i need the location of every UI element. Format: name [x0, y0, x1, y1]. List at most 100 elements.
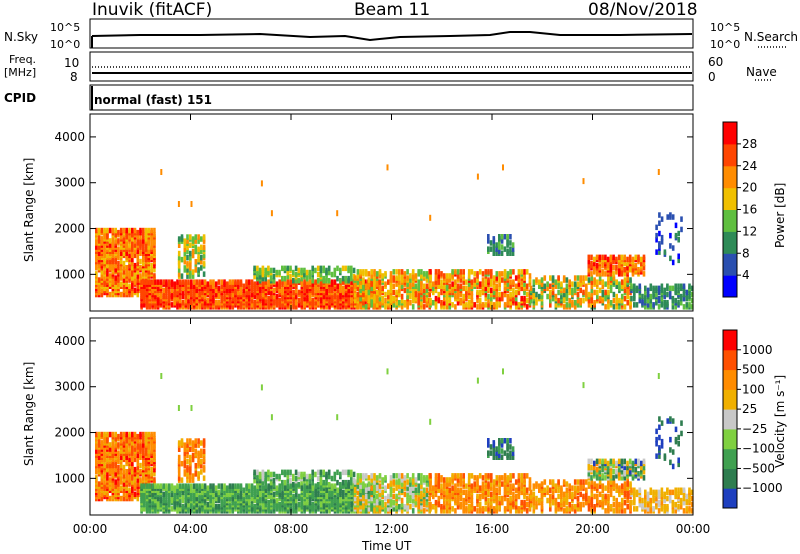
echo-cell: [604, 304, 607, 310]
echo-cell: [239, 285, 243, 292]
echo-cell: [409, 273, 412, 279]
echo-cell: [111, 256, 115, 263]
echo-cell: [200, 469, 203, 475]
echo-cell: [200, 236, 203, 242]
echo-cell: [373, 506, 376, 512]
echo-cell: [623, 287, 627, 294]
echo-cell: [294, 271, 298, 278]
echo-cell: [186, 477, 189, 483]
echo-cell: [478, 297, 482, 304]
echo-cell: [150, 466, 153, 473]
freq-label-line1: Freq.: [9, 53, 37, 66]
echo-cell: [189, 250, 192, 257]
echo-cell: [356, 285, 360, 292]
echo-cell: [183, 446, 187, 452]
echo-cell: [367, 481, 371, 487]
echo-cell: [476, 289, 479, 296]
echo-cell: [191, 269, 195, 275]
echo-cell: [97, 431, 101, 438]
echo-cell: [341, 265, 345, 272]
echo-cell: [139, 462, 142, 469]
echo-cell: [674, 232, 678, 239]
echo-cell: [275, 485, 279, 491]
echo-cell: [615, 279, 618, 285]
echo-cell: [142, 448, 145, 454]
echo-cell: [432, 300, 435, 306]
echo-cell: [630, 295, 633, 302]
echo-cell: [97, 481, 101, 487]
echo-cell: [200, 448, 203, 455]
echo-cell: [117, 450, 120, 456]
echo-cell: [649, 293, 653, 300]
echo-cell: [387, 279, 390, 285]
echo-cell: [503, 269, 507, 275]
echo-cell: [618, 281, 621, 287]
echo-cell: [490, 295, 493, 302]
echo-cell: [585, 283, 588, 289]
echo-cell: [133, 252, 137, 259]
echo-cell: [197, 442, 200, 448]
echo-cell: [325, 283, 328, 289]
echo-cell: [189, 234, 192, 240]
echo-cell: [554, 302, 558, 308]
echo-cell: [289, 279, 293, 285]
echo-cell: [173, 485, 176, 491]
echo-cell: [660, 300, 664, 306]
echo-cell: [150, 227, 153, 234]
echo-cell: [356, 273, 360, 279]
echo-cell: [306, 279, 309, 285]
echo-cell: [498, 234, 501, 240]
echo-cell: [655, 291, 658, 298]
echo-cell: [601, 262, 604, 269]
echo-cell: [142, 475, 145, 481]
echo-cell: [195, 483, 199, 489]
echo-cell: [350, 469, 353, 476]
echo-cell: [292, 302, 295, 308]
echo-cell: [434, 273, 438, 279]
echo-cell: [440, 271, 443, 277]
echo-cell: [503, 302, 507, 308]
echo-cell: [549, 275, 552, 281]
echo-cell: [245, 279, 248, 285]
echo-cell: [579, 275, 582, 281]
echo-cell: [440, 289, 443, 296]
echo-cell: [131, 291, 134, 298]
echo-cell: [190, 201, 193, 207]
echo-cell: [336, 275, 339, 282]
echo-cell: [122, 260, 126, 267]
echo-cell: [657, 169, 660, 175]
echo-cell: [381, 477, 384, 483]
echo-cell: [657, 295, 661, 302]
echo-cell: [242, 283, 246, 289]
echo-cell: [406, 293, 409, 300]
echo-cell: [111, 431, 115, 438]
echo-cell: [498, 277, 501, 283]
echo-cell: [117, 229, 120, 236]
echo-cell: [596, 289, 599, 296]
nave-label: Nave: [746, 65, 777, 79]
echo-cell: [108, 242, 112, 248]
echo-cell: [359, 283, 362, 289]
echo-cell: [114, 232, 117, 238]
echo-cell: [685, 289, 689, 296]
echo-cell: [125, 281, 128, 287]
echo-cell: [128, 227, 131, 234]
echo-cell: [535, 291, 538, 298]
echo-cell: [422, 283, 426, 289]
echo-cell: [422, 287, 426, 294]
echo-cell: [289, 273, 292, 280]
echo-cell: [490, 277, 493, 283]
echo-cell: [445, 283, 449, 289]
echo-cell: [97, 236, 101, 242]
echo-cell: [181, 293, 185, 300]
echo-cell: [336, 487, 340, 493]
echo-cell: [97, 448, 101, 454]
echo-cell: [400, 283, 404, 289]
echo-cell: [281, 489, 284, 496]
echo-cell: [682, 291, 686, 298]
echo-cell: [198, 483, 201, 489]
echo-cell: [582, 275, 585, 281]
echo-cell: [133, 452, 137, 458]
echo-cell: [162, 491, 165, 498]
